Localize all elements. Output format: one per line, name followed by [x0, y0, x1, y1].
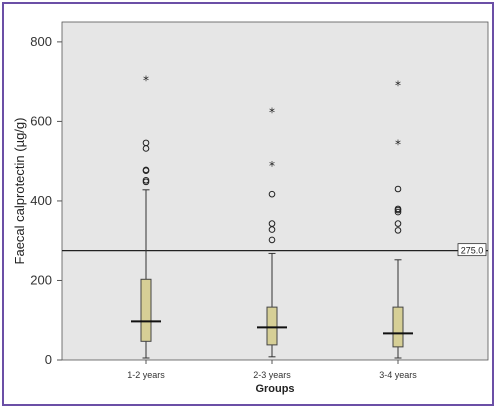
outlier-point	[394, 185, 402, 193]
x-tick-label: 2-3 years	[253, 370, 291, 380]
extreme-point: *	[143, 74, 149, 88]
box	[392, 306, 404, 348]
reference-label: 275.0	[461, 246, 484, 256]
extreme-point: *	[269, 159, 275, 173]
box	[266, 306, 278, 346]
y-axis: 0 200 400 600 800	[30, 34, 62, 367]
boxes: *****	[131, 74, 413, 359]
box	[140, 278, 152, 342]
plot-area	[61, 21, 489, 361]
outlier-point	[394, 227, 402, 234]
extreme-point: *	[395, 137, 401, 151]
y-tick-label: 800	[30, 34, 52, 49]
outlier-point	[142, 176, 150, 184]
box-group-3: **	[383, 78, 413, 359]
y-axis-title: Faecal calprotectin (µg/g)	[12, 118, 27, 265]
outlier-point	[394, 220, 402, 227]
outlier-point	[268, 220, 276, 227]
outlier-point	[142, 139, 150, 147]
outlier-point	[268, 190, 276, 198]
x-tick-label: 3-4 years	[379, 370, 417, 380]
x-tick-label: 1-2 years	[127, 370, 165, 380]
outlier-point	[394, 208, 402, 216]
x-axis-title: Groups	[255, 383, 294, 395]
y-tick-label: 600	[30, 113, 52, 128]
extreme-point: *	[269, 105, 275, 119]
reference-line-group: 275.0	[62, 243, 488, 257]
y-tick-label: 0	[45, 352, 52, 367]
y-tick-label: 400	[30, 193, 52, 208]
outlier-point	[394, 205, 402, 213]
extreme-point: *	[395, 78, 401, 92]
box-group-2: **	[257, 105, 287, 358]
outlier-point	[142, 166, 150, 174]
y-tick-label: 200	[30, 272, 52, 287]
outlier-point	[268, 236, 276, 244]
box-group-1: *	[131, 74, 161, 359]
reference-label-box	[457, 243, 487, 257]
x-axis: 1-2 years 2-3 years 3-4 years	[127, 360, 417, 380]
